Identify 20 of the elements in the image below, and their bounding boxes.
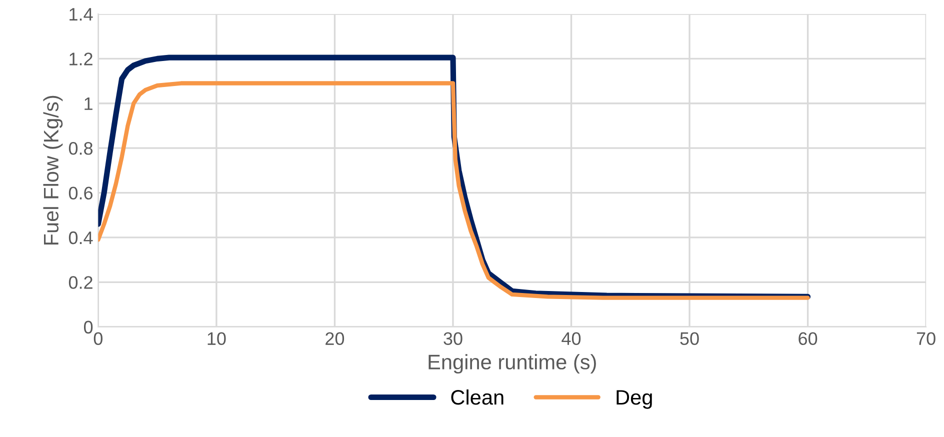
x-tick-label: 50 <box>680 332 699 345</box>
y-tick-label: 0.2 <box>68 276 92 289</box>
x-tick-label: 30 <box>444 332 462 345</box>
y-tick-label: 1.2 <box>70 52 92 66</box>
y-axis-title: Fuel Flow (Kg/s) <box>43 96 63 245</box>
x-tick-label: 0 <box>94 332 102 345</box>
x-axis-title: Engine runtime (s) <box>428 354 596 374</box>
x-tick-label: 20 <box>326 332 344 345</box>
x-tick-label: 40 <box>562 332 581 345</box>
x-tick-label: 10 <box>208 332 226 345</box>
y-tick-label: 0.8 <box>68 142 93 155</box>
x-tick-label: 60 <box>798 332 818 345</box>
legend-label: Clean <box>451 389 504 405</box>
y-tick-label: 0.4 <box>68 231 93 244</box>
y-tick-label: 0 <box>84 320 93 334</box>
y-tick-label: 0.6 <box>68 186 93 200</box>
y-tick-label: 1.4 <box>70 8 93 21</box>
x-tick-label: 70 <box>916 332 936 345</box>
legend-label: Deg <box>616 390 652 409</box>
y-tick-label: 1 <box>84 98 92 110</box>
